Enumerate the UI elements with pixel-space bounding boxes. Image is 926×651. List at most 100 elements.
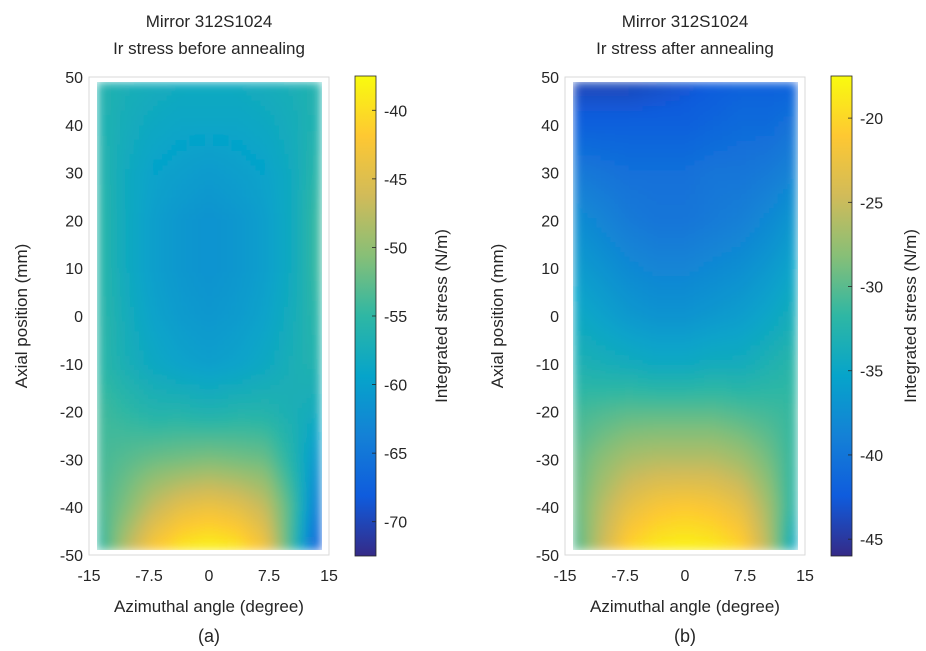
heatmap-cell <box>101 213 107 220</box>
heatmap-cell <box>97 91 103 98</box>
heatmap-cell <box>274 154 280 161</box>
heatmap-cell <box>316 413 322 420</box>
heatmap-cell <box>297 403 303 410</box>
heatmap-cell <box>176 140 182 146</box>
heatmap-cell <box>120 150 126 156</box>
heatmap-cell <box>302 228 308 234</box>
heatmap-cell <box>265 184 271 190</box>
heatmap-cell <box>311 91 317 98</box>
heatmap-cell <box>120 447 126 454</box>
heatmap-cell <box>232 516 238 522</box>
heatmap-cell <box>638 101 644 107</box>
heatmap-cell <box>237 369 243 376</box>
heatmap-cell <box>101 496 107 503</box>
heatmap-cell <box>316 213 322 220</box>
heatmap-cell <box>227 530 233 537</box>
heatmap-cell <box>246 330 252 337</box>
heatmap-cell <box>624 106 630 112</box>
heatmap-cell <box>237 106 243 112</box>
heatmap-cell <box>288 340 294 346</box>
heatmap-cell <box>316 291 322 298</box>
heatmap-cell <box>619 96 625 102</box>
heatmap-cell <box>246 350 252 356</box>
heatmap-cell <box>265 213 271 220</box>
heatmap-cell <box>624 101 630 107</box>
heatmap-cell <box>251 428 257 434</box>
heatmap-cell <box>115 213 121 220</box>
heatmap-cell <box>316 169 322 176</box>
heatmap-cell <box>190 433 196 439</box>
heatmap-cell <box>274 428 280 434</box>
heatmap-cell <box>204 301 210 307</box>
heatmap-cell <box>246 437 252 444</box>
heatmap-cell <box>190 218 196 224</box>
heatmap-cell <box>316 530 322 537</box>
heatmap-cell <box>190 111 196 117</box>
heatmap-cell <box>204 359 210 366</box>
heatmap-cell <box>143 223 149 229</box>
heatmap-cell <box>199 335 205 341</box>
heatmap-cell <box>260 384 266 390</box>
heatmap-cell <box>633 82 639 88</box>
heatmap-cell <box>157 111 163 117</box>
heatmap-cell <box>115 320 121 327</box>
heatmap-cell <box>209 418 215 424</box>
heatmap-cell <box>209 150 215 156</box>
heatmap-cell <box>223 242 229 249</box>
heatmap-cell <box>185 247 191 254</box>
heatmap-cell <box>213 447 219 454</box>
heatmap-cell <box>167 267 173 273</box>
heatmap-cell <box>307 296 313 302</box>
heatmap-cell <box>204 296 210 302</box>
heatmap-cell <box>251 325 257 332</box>
panel-a-x-axis-label: Azimuthal angle (degree) <box>114 597 304 616</box>
heatmap-cell <box>115 335 121 341</box>
heatmap-cell <box>246 213 252 220</box>
heatmap-cell <box>148 233 154 239</box>
heatmap-cell <box>297 447 303 454</box>
heatmap-cell <box>101 447 107 454</box>
heatmap-cell <box>279 237 285 244</box>
heatmap-cell <box>209 140 215 146</box>
heatmap-cell <box>694 111 700 117</box>
heatmap-cell <box>125 398 131 405</box>
heatmap-cell <box>162 247 168 254</box>
heatmap-cell <box>185 174 191 180</box>
heatmap-cell <box>111 184 117 190</box>
heatmap-cell <box>288 91 294 98</box>
heatmap-cell <box>316 325 322 332</box>
heatmap-cell <box>134 457 140 463</box>
heatmap-cell <box>97 125 103 132</box>
heatmap-cell <box>260 228 266 234</box>
heatmap-cell <box>297 311 303 317</box>
heatmap-cell <box>316 237 322 244</box>
heatmap-cell <box>241 101 247 107</box>
heatmap-cell <box>237 296 243 302</box>
heatmap-cell <box>615 111 621 117</box>
heatmap-cell <box>213 516 219 522</box>
heatmap-cell <box>115 369 121 376</box>
heatmap-cell <box>148 423 154 429</box>
heatmap-cell <box>157 276 163 283</box>
heatmap-cell <box>587 82 593 88</box>
heatmap-cell <box>227 355 233 361</box>
heatmap-cell <box>213 467 219 473</box>
heatmap-cell <box>153 189 159 195</box>
heatmap-cell <box>246 96 252 102</box>
heatmap-cell <box>181 481 187 488</box>
heatmap-cell <box>101 203 107 210</box>
heatmap-cell <box>148 491 154 498</box>
heatmap-cell <box>153 281 159 288</box>
heatmap-cell <box>171 311 177 317</box>
heatmap-cell <box>204 203 210 210</box>
heatmap-cell <box>190 325 196 332</box>
heatmap-cell <box>246 150 252 156</box>
heatmap-cell <box>139 389 145 395</box>
heatmap-cell <box>293 540 299 546</box>
heatmap-cell <box>204 398 210 405</box>
heatmap-cell <box>311 228 317 234</box>
heatmap-cell <box>181 350 187 356</box>
heatmap-cell <box>260 335 266 341</box>
heatmap-cell <box>101 281 107 288</box>
heatmap-cell <box>125 242 131 249</box>
